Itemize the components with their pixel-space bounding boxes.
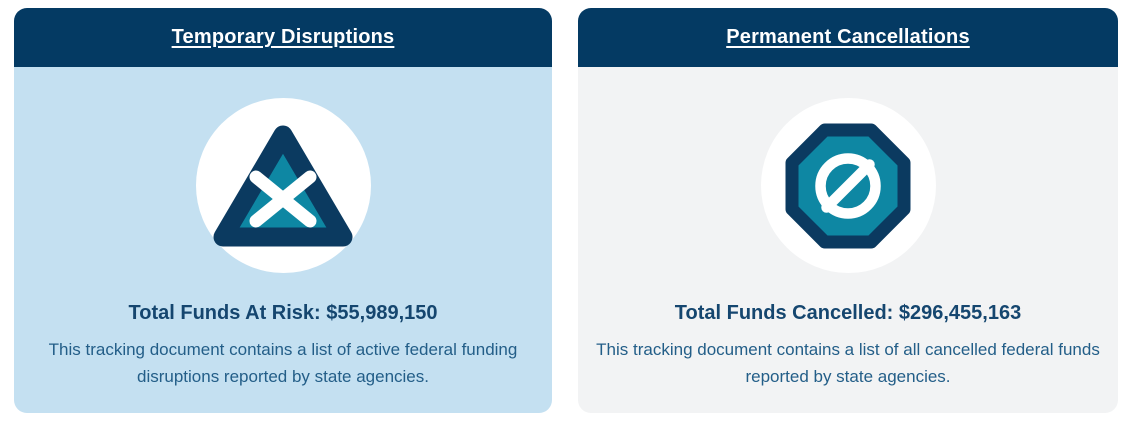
card-temporary-disruptions: Temporary Disruptions Total Funds At Ris… (14, 8, 552, 413)
total-funds-cancelled: Total Funds Cancelled: $296,455,163 (674, 302, 1022, 324)
warning-icon-circle (195, 98, 371, 273)
prohibition-icon-circle (760, 98, 936, 273)
permanent-cancellations-body: Total Funds Cancelled: $296,455,163 This… (578, 67, 1118, 413)
permanent-cancellations-link[interactable]: Permanent Cancellations (726, 26, 970, 48)
card-permanent-cancellations: Permanent Cancellations Total Funds Canc… (578, 8, 1118, 413)
permanent-cancellations-header: Permanent Cancellations (578, 8, 1118, 67)
permanent-cancellations-description: This tracking document contains a list o… (596, 340, 1100, 386)
total-funds-at-risk: Total Funds At Risk: $55,989,150 (128, 302, 438, 324)
warning-triangle-x-icon (213, 125, 353, 246)
temporary-disruptions-link[interactable]: Temporary Disruptions (171, 26, 395, 48)
temporary-disruptions-description: This tracking document contains a list o… (48, 340, 518, 386)
temporary-disruptions-header: Temporary Disruptions (14, 8, 552, 67)
prohibition-octagon-icon (785, 123, 911, 248)
temporary-disruptions-body: Total Funds At Risk: $55,989,150 This tr… (14, 67, 552, 413)
